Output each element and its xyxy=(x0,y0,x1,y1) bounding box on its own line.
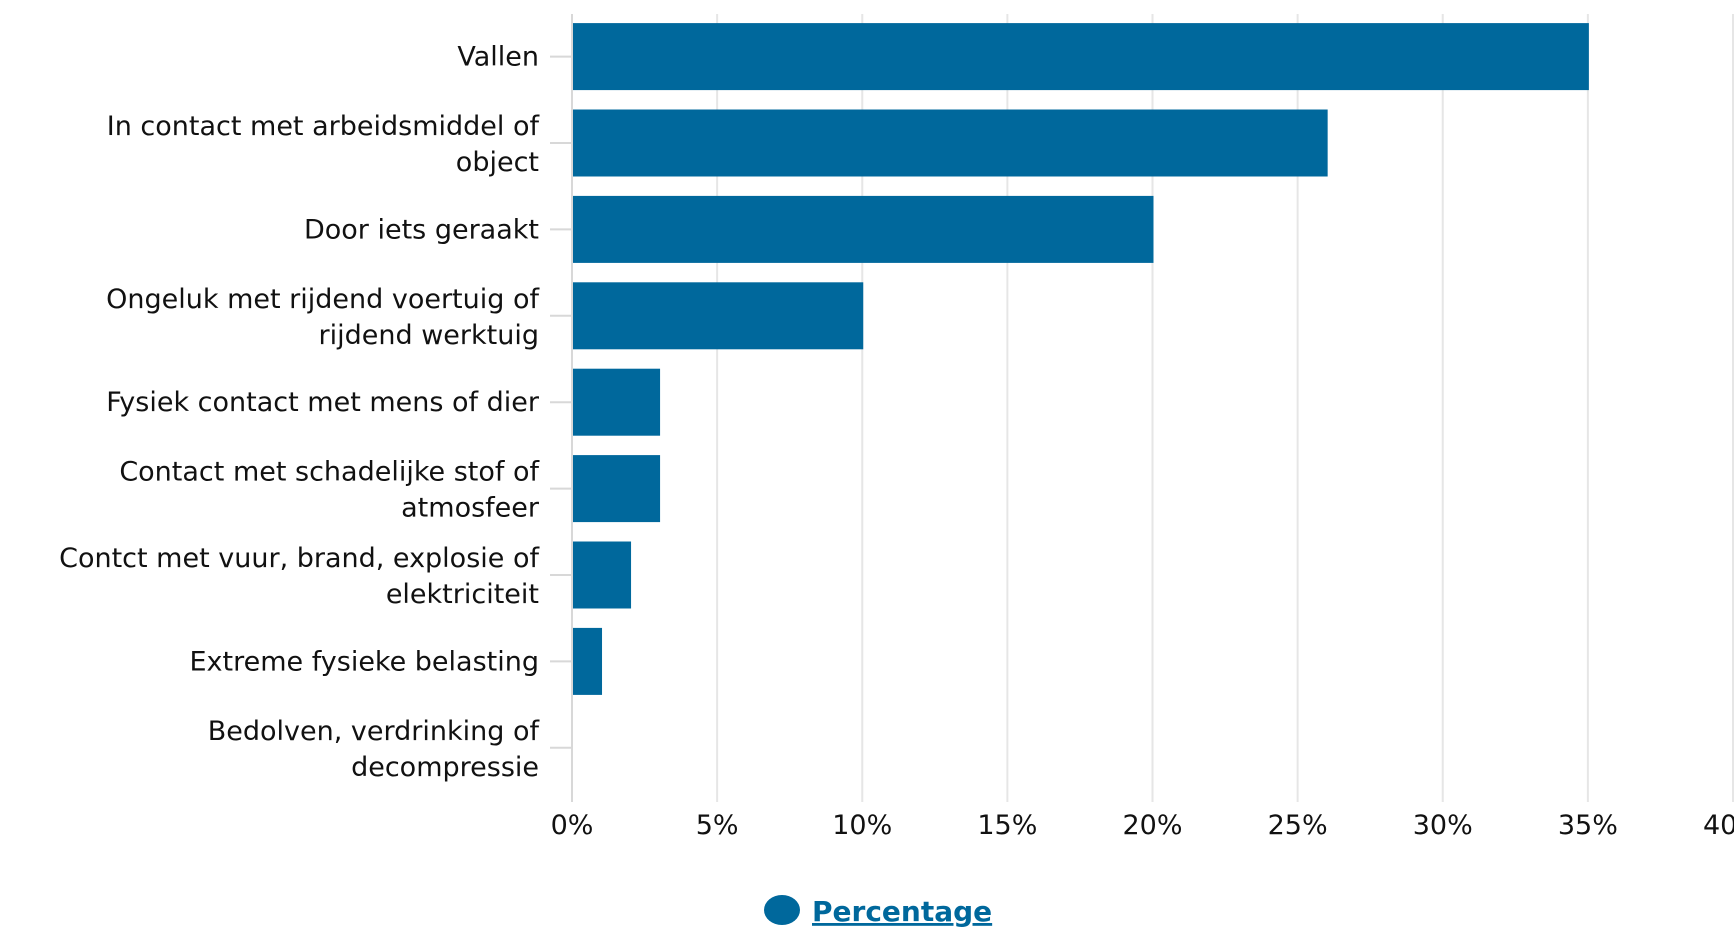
bar[interactable] xyxy=(573,23,1589,91)
x-tick-label: 5% xyxy=(696,810,739,841)
x-tick-label: 25% xyxy=(1268,810,1328,841)
category-label: Extreme fysieke belasting xyxy=(190,646,540,677)
x-axis: 0% 5% 10% 15% 20% 25% 30% 35% 40% xyxy=(551,14,1734,841)
x-tick-label: 10% xyxy=(832,810,892,841)
x-tick-label: 20% xyxy=(1122,810,1182,841)
category-label: In contact met arbeidsmiddel of object xyxy=(107,111,541,178)
bar[interactable] xyxy=(573,109,1328,177)
bar[interactable] xyxy=(573,455,661,523)
category-label: Contct met vuur, brand, explosie of elekt… xyxy=(59,543,540,610)
bar[interactable] xyxy=(573,368,661,436)
bars xyxy=(573,23,1589,695)
x-tick-label: 0% xyxy=(551,810,594,841)
legend-label[interactable]: Percentage xyxy=(812,895,992,928)
bar[interactable] xyxy=(573,541,632,609)
x-tick-label: 15% xyxy=(977,810,1037,841)
category-label: Vallen xyxy=(457,42,539,73)
category-label: Contact met schadelijke stof of atmosfeer xyxy=(119,457,540,524)
x-tick-label: 30% xyxy=(1413,810,1473,841)
category-label: Ongeluk met rijdend voertuig of rijdend w… xyxy=(106,284,540,351)
category-label: Bedolven, verdrinking of decompressie xyxy=(208,716,541,783)
x-tick-label: 40% xyxy=(1703,810,1734,841)
y-axis: Vallen In contact met arbeidsmiddel of obj… xyxy=(59,42,572,783)
bar[interactable] xyxy=(573,195,1154,263)
category-label: Fysiek contact met mens of dier xyxy=(106,387,540,418)
bar[interactable] xyxy=(573,627,603,695)
legend-marker xyxy=(764,895,800,925)
legend[interactable]: Percentage xyxy=(764,895,992,928)
bar[interactable] xyxy=(573,282,864,350)
x-tick-label: 35% xyxy=(1558,810,1618,841)
category-label: Door iets geraakt xyxy=(304,214,539,245)
